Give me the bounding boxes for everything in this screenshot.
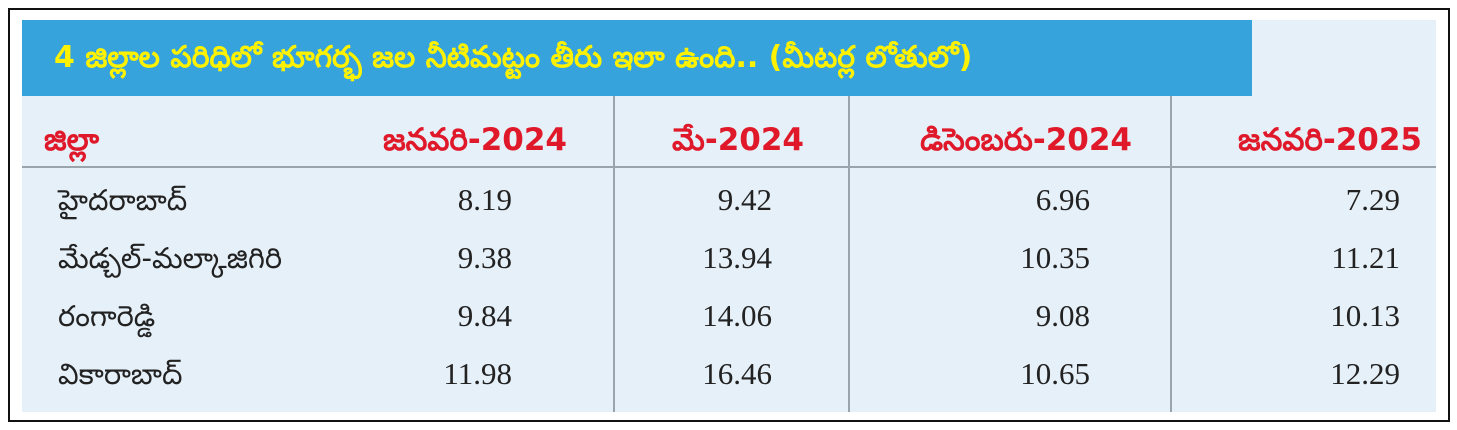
cell-value: 13.94 — [702, 240, 772, 275]
header-row — [22, 96, 1436, 168]
column-divider — [613, 96, 615, 412]
cell-value: 12.29 — [1330, 356, 1400, 391]
cell-value: 9.84 — [457, 298, 512, 333]
cell-value: 16.46 — [702, 356, 772, 391]
cell-value: 10.65 — [1020, 356, 1090, 391]
table-panel: 4 జిల్లాల పరిధిలో భూగర్భ జల నీటిమట్టం తీ… — [22, 20, 1436, 412]
cell-value: 9.42 — [717, 182, 772, 217]
table-frame: 4 జిల్లాల పరిధిలో భూగర్భ జల నీటిమట్టం తీ… — [8, 8, 1450, 422]
cell-value: 10.13 — [1330, 298, 1400, 333]
district-name: మేడ్చల్-మల్కాజిగిరి — [58, 241, 283, 275]
column-header: మే-2024 — [672, 122, 804, 158]
column-divider — [848, 96, 850, 412]
cell-value: 10.35 — [1020, 240, 1090, 275]
district-name: హైదరాబాద్ — [58, 183, 188, 217]
cell-value: 9.38 — [457, 240, 512, 275]
column-header: జిల్లా — [44, 122, 100, 158]
cell-value: 8.19 — [457, 182, 512, 217]
district-name: రంగారెడ్డి — [58, 299, 156, 333]
district-name: వికారాబాద్ — [58, 357, 183, 391]
column-header: జనవరి-2024 — [383, 122, 567, 158]
title: 4 జిల్లాల పరిధిలో భూగర్భ జల నీటిమట్టం తీ… — [22, 20, 1252, 96]
cell-value: 6.96 — [1035, 182, 1090, 217]
cell-value: 14.06 — [702, 298, 772, 333]
cell-value: 9.08 — [1035, 298, 1090, 333]
column-divider — [1170, 96, 1172, 412]
cell-value: 11.98 — [443, 356, 512, 391]
column-header: డిసెంబరు-2024 — [920, 122, 1132, 158]
cell-value: 7.29 — [1345, 182, 1400, 217]
cell-value: 11.21 — [1331, 240, 1400, 275]
column-header: జనవరి-2025 — [1238, 122, 1422, 158]
